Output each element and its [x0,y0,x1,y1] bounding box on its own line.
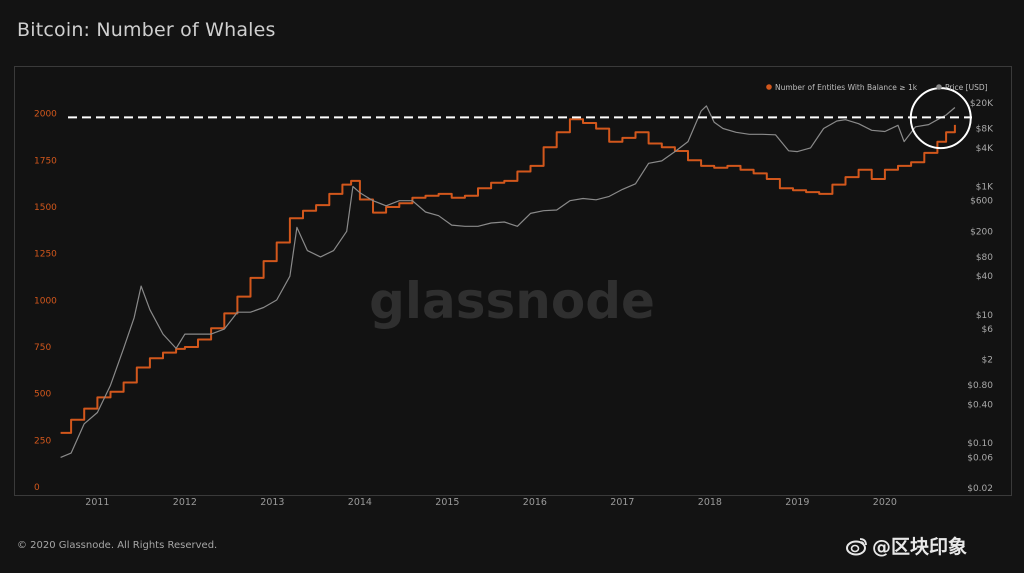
x-tick-label: 2011 [85,497,109,508]
legend-price-dot [936,84,942,90]
price-series-line [60,105,956,458]
y-right-tick-label: $0.02 [967,484,993,494]
chart-panel [14,66,1012,496]
y-left-tick-label: 1000 [34,296,57,306]
y-left-tick-label: 750 [34,343,51,353]
y-right-tick-label: $1K [976,182,994,192]
y-right-tick-label: $8K [976,125,994,135]
x-tick-label: 2016 [523,497,547,508]
weibo-watermark: @区块印象 [846,532,967,559]
y-left-tick-label: 2000 [34,110,57,120]
copyright-text: © 2020 Glassnode. All Rights Reserved. [17,540,218,551]
y-left-tick-label: 1500 [34,203,57,213]
y-right-tick-label: $0.10 [967,439,993,449]
y-right-tick-label: $0.06 [967,453,993,463]
y-right-tick-label: $80 [976,253,993,263]
legend-whales-dot [766,84,772,90]
x-tick-label: 2015 [435,497,459,508]
page-title: Bitcoin: Number of Whales [17,19,276,41]
y-right-tick-label: $0.40 [967,401,993,411]
y-right-tick-label: $40 [976,272,993,282]
y-right-tick-label: $2 [982,356,993,366]
y-left-tick-label: 1250 [34,250,57,260]
x-tick-label: 2020 [873,497,897,508]
weibo-handle: @区块印象 [872,536,968,558]
y-right-tick-label: $200 [970,227,993,237]
x-tick-label: 2019 [785,497,809,508]
y-right-tick-label: $20K [970,99,994,109]
weibo-eye-icon [846,537,867,555]
legend-price-label: Price [USD] [945,83,988,92]
x-tick-label: 2017 [610,497,634,508]
y-left-tick-label: 1750 [34,156,57,166]
y-right-tick-label: $6 [982,325,994,335]
x-tick-label: 2018 [698,497,722,508]
y-right-tick-label: $600 [970,197,993,207]
y-right-tick-label: $4K [976,144,994,154]
x-tick-label: 2012 [173,497,197,508]
glassnode-watermark: glassnode [369,272,655,330]
legend-whales-label: Number of Entities With Balance ≥ 1k [775,83,918,92]
whales-series-line [60,118,956,434]
y-left-tick-label: 250 [34,436,51,446]
x-tick-label: 2014 [348,497,372,508]
x-tick-label: 2013 [260,497,284,508]
y-right-tick-label: $0.80 [967,381,993,391]
y-right-tick-label: $10 [976,311,993,321]
y-left-tick-label: 0 [34,483,40,493]
y-left-tick-label: 500 [34,390,51,400]
